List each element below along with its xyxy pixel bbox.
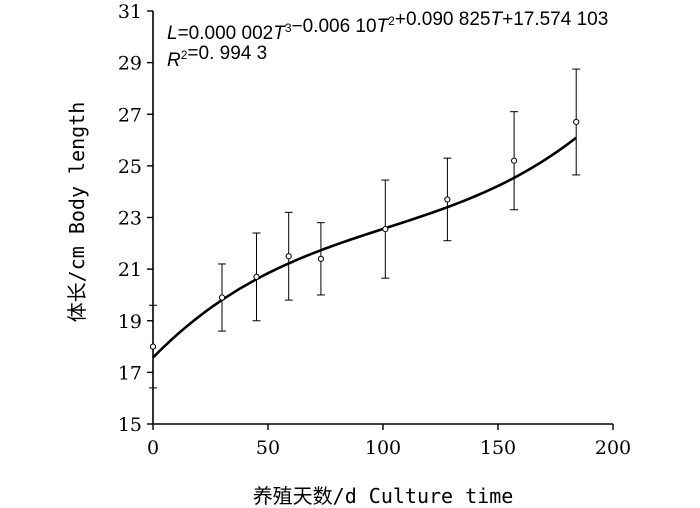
y-tick-label: 29 [118,53,142,75]
data-point [285,253,292,260]
y-tick-label: 27 [118,104,142,126]
x-axis-ticks: 0 50 100 150 200 [147,424,631,459]
x-axis-label: 养殖天数/d Culture time [253,484,514,508]
y-axis-ticks: 15 17 19 21 23 25 27 29 31 [118,1,153,436]
y-tick-label: 15 [118,414,142,436]
error-bars [149,68,581,389]
x-tick-label: 50 [256,437,280,459]
y-tick-label: 25 [118,156,142,178]
data-point [382,226,389,233]
fit-curve-group [152,136,577,359]
y-tick-label: 21 [118,259,142,281]
y-tick-label: 19 [118,311,142,333]
fit-equation: L=0.000 002T3−0.006 10T2+0.090 825T+17.5… [167,9,608,44]
fit-curve [152,136,577,359]
data-point [510,157,518,164]
y-tick-label: 31 [118,1,142,23]
x-tick-label: 100 [365,437,401,459]
y-tick-label: 17 [118,362,142,384]
data-point [573,118,580,126]
r-squared: R2=0. 994 3 [167,43,267,71]
y-tick-label: 23 [118,208,142,230]
x-tick-label: 200 [595,437,631,459]
x-tick-label: 150 [480,437,516,459]
x-tick-label: 0 [147,437,159,459]
axes [152,11,613,425]
data-point [317,255,324,262]
data-point [253,273,260,280]
data-point [149,343,157,350]
data-point [218,294,226,301]
data-point [444,196,451,203]
data-points [149,118,580,350]
y-axis-label: 体长/cm Body length [65,102,89,323]
